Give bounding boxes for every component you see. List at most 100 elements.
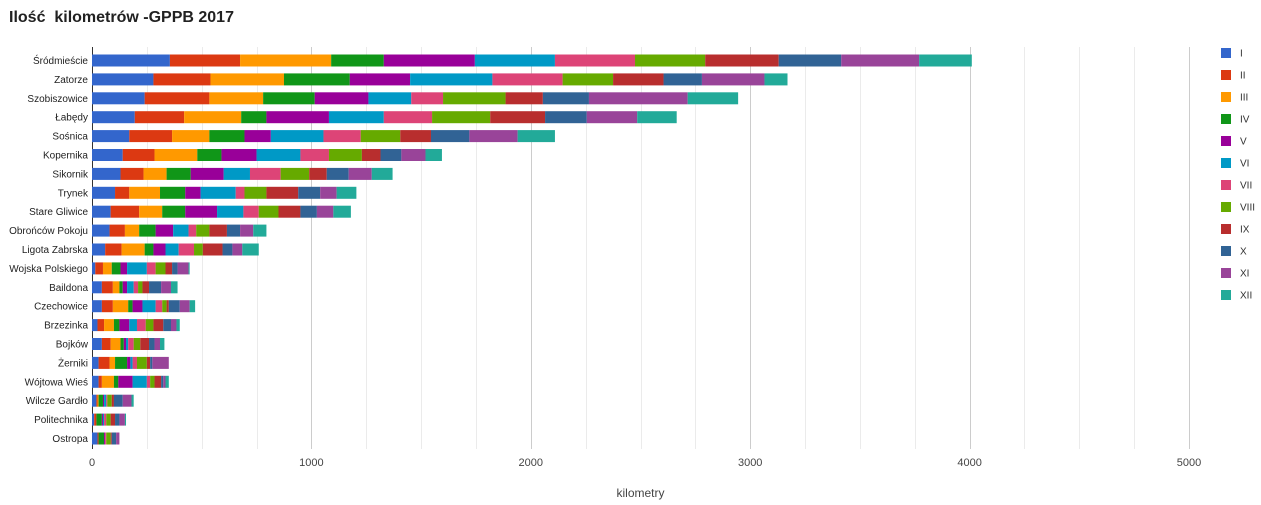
bar-segment-viii[interactable] <box>194 243 203 256</box>
bar-segment-x[interactable] <box>149 338 155 350</box>
bar-segment-iv[interactable] <box>263 92 315 105</box>
bar-segment-viii[interactable] <box>107 394 112 407</box>
bar-segment-xi[interactable] <box>154 338 161 350</box>
bar-segment-viii[interactable] <box>106 432 111 445</box>
bar-segment-vi[interactable] <box>256 149 301 161</box>
bar-segment-v[interactable] <box>221 149 257 161</box>
bar-segment-xi[interactable] <box>316 205 334 218</box>
bar-segment-ix[interactable] <box>142 281 150 294</box>
bar-segment-ix[interactable] <box>154 375 162 388</box>
bar-segment-iii[interactable] <box>129 186 161 199</box>
bar-segment-x[interactable] <box>380 149 402 161</box>
bar-segment-v[interactable] <box>122 281 128 294</box>
bar-segment-x[interactable] <box>111 432 117 445</box>
bar-segment-i[interactable] <box>92 394 97 407</box>
bar-segment-viii[interactable] <box>280 167 310 180</box>
bar-segment-x[interactable] <box>163 319 171 332</box>
bar-segment-viii[interactable] <box>360 130 401 143</box>
bar-segment-v[interactable] <box>266 111 329 124</box>
bar-segment-iii[interactable] <box>209 92 264 105</box>
bar-segment-xi[interactable] <box>348 167 372 180</box>
bar-segment-vi[interactable] <box>328 111 384 124</box>
bar-segment-v[interactable] <box>349 73 411 86</box>
bar-segment-v[interactable] <box>119 319 130 332</box>
bar-segment-ii[interactable] <box>101 300 113 313</box>
bar-segment-xi[interactable] <box>588 92 688 105</box>
bar-segment-iv[interactable] <box>162 205 186 218</box>
bar-segment-ix[interactable] <box>266 186 299 199</box>
bar-segment-iv[interactable] <box>241 111 267 124</box>
bar-segment-ix[interactable] <box>505 92 543 105</box>
bar-segment-vii[interactable] <box>411 92 444 105</box>
bar-segment-iv[interactable] <box>283 73 350 86</box>
bar-segment-i[interactable] <box>92 243 106 256</box>
bar-segment-v[interactable] <box>102 394 105 407</box>
bar-segment-viii[interactable] <box>106 413 111 426</box>
bar-segment-iv[interactable] <box>139 224 156 237</box>
bar-segment-xi[interactable] <box>177 262 189 275</box>
bar-segment-x[interactable] <box>542 92 589 105</box>
bar-segment-i[interactable] <box>92 111 135 124</box>
bar-segment-ii[interactable] <box>169 54 241 67</box>
bar-segment-vi[interactable] <box>126 338 129 350</box>
bar-segment-vi[interactable] <box>104 394 107 407</box>
bar-segment-iii[interactable] <box>154 149 198 161</box>
bar-segment-iv[interactable] <box>98 394 103 407</box>
bar-segment-v[interactable] <box>244 130 271 143</box>
bar-segment-xii[interactable] <box>336 186 357 199</box>
bar-segment-iv[interactable] <box>113 375 119 388</box>
bar-segment-xi[interactable] <box>320 186 337 199</box>
bar-segment-ii[interactable] <box>144 92 210 105</box>
bar-segment-iii[interactable] <box>102 262 112 275</box>
bar-segment-vi[interactable] <box>200 186 236 199</box>
bar-segment-xii[interactable] <box>242 243 259 256</box>
bar-segment-xi[interactable] <box>179 300 190 313</box>
bar-segment-iv[interactable] <box>209 130 245 143</box>
bar-segment-viii[interactable] <box>258 205 279 218</box>
bar-segment-ix[interactable] <box>165 262 173 275</box>
bar-segment-ii[interactable] <box>109 224 125 237</box>
bar-segment-iii[interactable] <box>184 111 242 124</box>
bar-segment-xi[interactable] <box>170 319 177 332</box>
bar-segment-iii[interactable] <box>139 205 163 218</box>
bar-segment-ii[interactable] <box>95 262 103 275</box>
bar-segment-v[interactable] <box>383 54 475 67</box>
bar-segment-ii[interactable] <box>94 413 97 426</box>
bar-segment-iv[interactable] <box>111 262 121 275</box>
bar-segment-xi[interactable] <box>232 243 243 256</box>
bar-segment-iii[interactable] <box>110 338 121 350</box>
bar-segment-viii[interactable] <box>432 111 491 124</box>
bar-segment-v[interactable] <box>155 224 174 237</box>
bar-segment-ii[interactable] <box>153 73 211 86</box>
bar-segment-viii[interactable] <box>162 300 167 313</box>
bar-segment-i[interactable] <box>92 281 102 294</box>
bar-segment-xii[interactable] <box>124 413 127 426</box>
bar-segment-x[interactable] <box>150 356 153 369</box>
bar-segment-x[interactable] <box>222 243 233 256</box>
bar-segment-xii[interactable] <box>131 394 134 407</box>
bar-segment-iv[interactable] <box>331 54 384 67</box>
bar-segment-iii[interactable] <box>143 167 167 180</box>
bar-segment-xi[interactable] <box>701 73 765 86</box>
bar-segment-ix[interactable] <box>110 413 116 426</box>
bar-segment-vi[interactable] <box>127 281 134 294</box>
bar-segment-iii[interactable] <box>121 243 145 256</box>
bar-segment-vii[interactable] <box>492 73 563 86</box>
bar-segment-ix[interactable] <box>202 243 223 256</box>
bar-segment-iv[interactable] <box>115 356 128 369</box>
bar-segment-xii[interactable] <box>764 73 788 86</box>
bar-segment-xii[interactable] <box>425 149 442 161</box>
bar-segment-viii[interactable] <box>562 73 614 86</box>
bar-segment-x[interactable] <box>300 205 317 218</box>
bar-segment-ii[interactable] <box>129 130 173 143</box>
bar-segment-i[interactable] <box>92 186 116 199</box>
bar-segment-vi[interactable] <box>368 92 412 105</box>
bar-segment-ix[interactable] <box>613 73 664 86</box>
bar-segment-iv[interactable] <box>197 149 222 161</box>
bar-segment-xi[interactable] <box>469 130 518 143</box>
bar-segment-i[interactable] <box>92 356 99 369</box>
bar-segment-vi[interactable] <box>127 262 147 275</box>
bar-segment-ix[interactable] <box>278 205 301 218</box>
bar-segment-vi[interactable] <box>142 300 156 313</box>
bar-segment-x[interactable] <box>778 54 842 67</box>
